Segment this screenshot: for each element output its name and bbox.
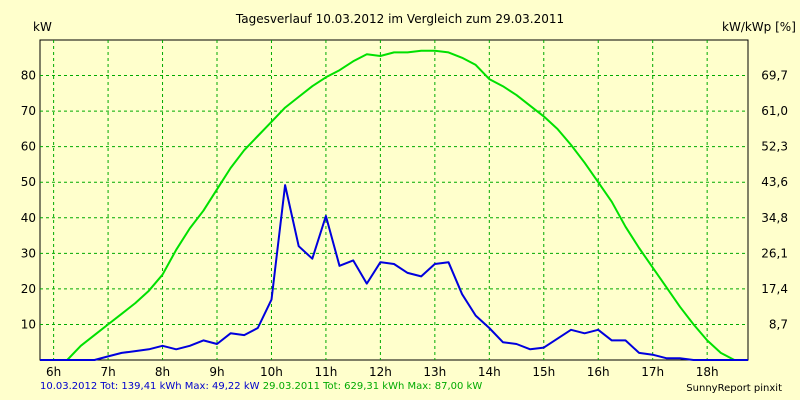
x-tick-label: 15h: [532, 365, 555, 379]
y2-tick-label: 17,4: [761, 282, 788, 296]
legend-series-2012: 10.03.2012 Tot: 139,41 kWh Max: 49,22 kW: [40, 381, 260, 392]
x-tick-label: 13h: [423, 365, 446, 379]
x-tick-label: 18h: [696, 365, 719, 379]
x-tick-label: 16h: [587, 365, 610, 379]
y2-tick-label: 43,6: [761, 175, 788, 189]
grid-lines: [40, 40, 748, 360]
y-tick-label: 80: [21, 69, 36, 83]
y2-tick-label: 61,0: [761, 104, 788, 118]
legend-footer: 10.03.2012 Tot: 139,41 kWh Max: 49,22 kW…: [40, 381, 482, 392]
y-tick-label: 50: [21, 175, 36, 189]
x-tick-label: 14h: [478, 365, 501, 379]
axis-ticks: 6h 7h 8h 9h 10h 11h 12h 13h 14h 15h 16h 17h 18h 10 8,7…: [21, 69, 788, 379]
x-tick-label: 9h: [209, 365, 224, 379]
y-tick-label: 30: [21, 246, 36, 260]
y-tick-label: 40: [21, 211, 36, 225]
y-tick-label: 60: [21, 140, 36, 154]
x-tick-label: 12h: [369, 365, 392, 379]
x-tick-label: 8h: [155, 365, 170, 379]
y2-tick-label: 8,7: [769, 317, 788, 331]
legend-series-2011: 29.03.2011 Tot: 629,31 kWh Max: 87,00 kW: [262, 381, 483, 392]
y-axis-label: kW: [33, 20, 52, 34]
chart-title: Tagesverlauf 10.03.2012 im Vergleich zum…: [235, 12, 564, 26]
series-lines: [40, 49, 748, 361]
credit-text: SunnyReport pinxit: [686, 383, 782, 394]
y2-tick-label: 26,1: [761, 246, 788, 260]
y-tick-label: 20: [21, 282, 36, 296]
x-tick-label: 17h: [641, 365, 664, 379]
series-line-2012: [40, 184, 748, 361]
y2-tick-label: 34,8: [761, 211, 788, 225]
y2-tick-label: 69,7: [761, 69, 788, 83]
y-tick-label: 70: [21, 104, 36, 118]
x-tick-label: 10h: [260, 365, 283, 379]
series-line-2011: [40, 49, 748, 361]
y-tick-label: 10: [21, 317, 36, 331]
y2-axis-label: kW/kWp [%]: [722, 20, 796, 34]
plot-area: [39, 39, 749, 361]
x-tick-label: 11h: [314, 365, 337, 379]
x-tick-label: 6h: [46, 365, 61, 379]
x-tick-label: 7h: [100, 365, 115, 379]
y2-tick-label: 52,3: [761, 140, 788, 154]
